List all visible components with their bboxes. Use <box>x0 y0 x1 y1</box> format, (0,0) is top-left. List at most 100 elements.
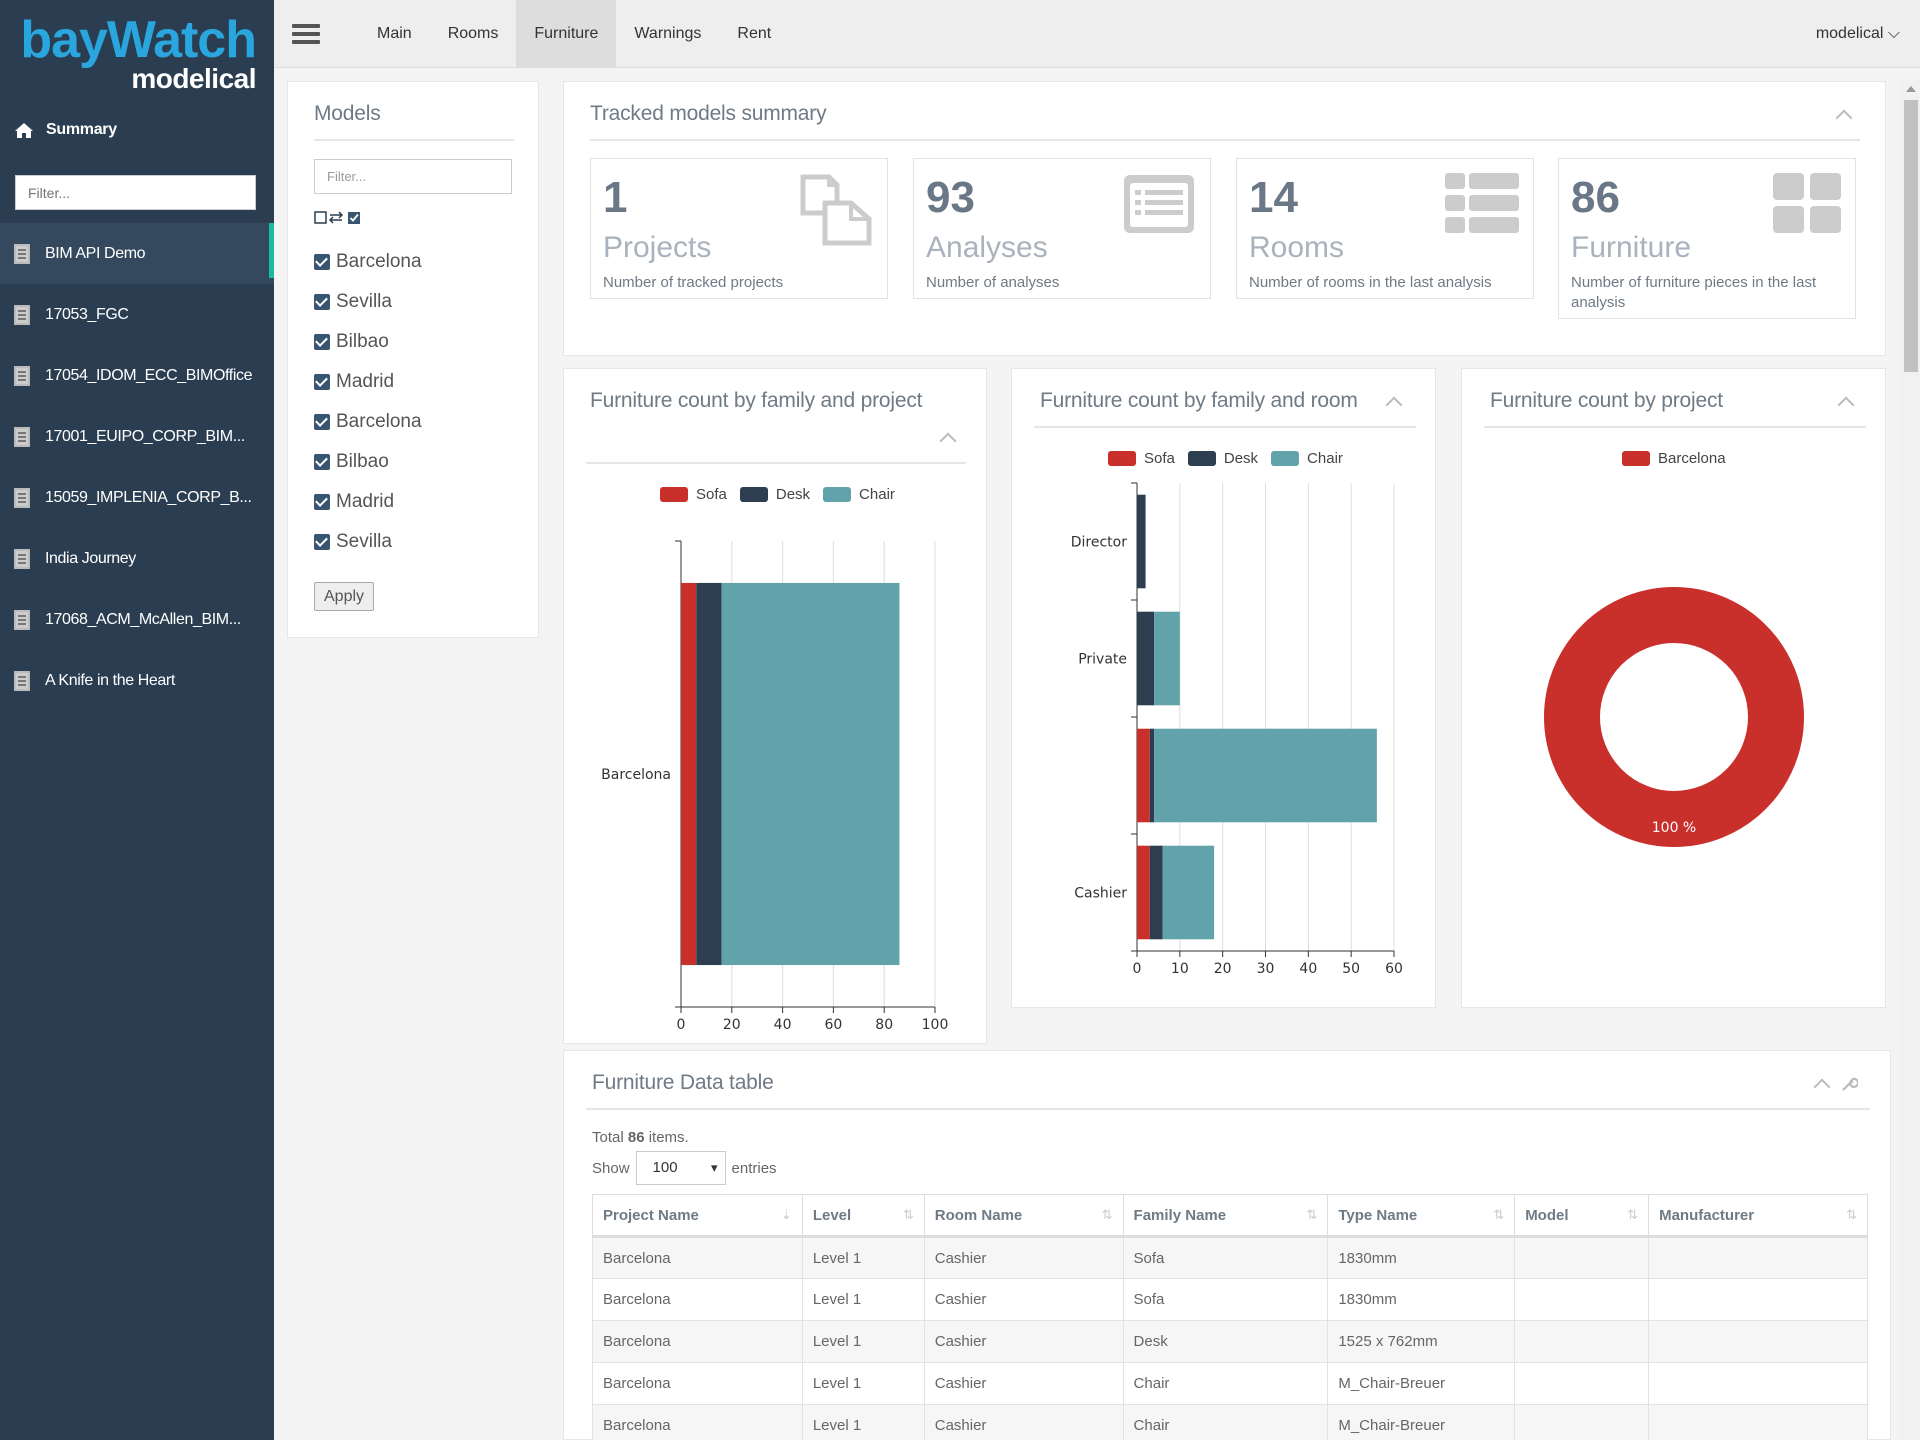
bar-sofa[interactable] <box>1137 728 1150 823</box>
model-checkbox-item[interactable]: Barcelona <box>314 402 422 442</box>
bar-desk[interactable] <box>1149 728 1155 823</box>
legend-item[interactable]: Chair <box>823 486 895 503</box>
sidebar-item-project[interactable]: A Knife in the Heart <box>0 650 274 711</box>
model-checkbox-item[interactable]: Sevilla <box>314 282 422 322</box>
sidebar-summary-link[interactable]: Summary <box>14 116 117 144</box>
sidebar-item-project[interactable]: 17001_EUIPO_CORP_BIM... <box>0 406 274 467</box>
model-checkbox-item[interactable]: Madrid <box>314 362 422 402</box>
table-row[interactable]: Barcelona Level 1 Cashier Sofa 1830mm <box>592 1236 1868 1279</box>
model-checkbox-item[interactable]: Bilbao <box>314 442 422 482</box>
summary-panel: Tracked models summary 1 Projects Number o… <box>563 81 1886 356</box>
column-header[interactable]: Project Name ⇣ <box>592 1194 803 1238</box>
building-icon <box>14 243 30 264</box>
sidebar-item-project[interactable]: 17053_FGC <box>0 284 274 345</box>
bar-sofa[interactable] <box>681 582 697 966</box>
sort-icon[interactable]: ⇅ <box>1846 1207 1857 1222</box>
bar-desk[interactable] <box>1137 611 1155 706</box>
collapse-chevron-icon[interactable] <box>939 432 957 450</box>
sort-icon[interactable]: ⇅ <box>1101 1207 1113 1222</box>
model-label: Madrid <box>336 491 395 512</box>
menu-toggle-icon[interactable] <box>292 24 320 44</box>
legend-item[interactable]: Desk <box>1187 450 1258 467</box>
table-row[interactable]: Barcelona Level 1 Cashier Chair M_Chair-Breu… <box>592 1404 1868 1440</box>
collapse-chevron-icon[interactable] <box>1813 1078 1831 1096</box>
bar-desk[interactable] <box>1149 845 1163 940</box>
column-header[interactable]: Model ⇅ <box>1514 1194 1650 1238</box>
home-icon <box>15 122 33 138</box>
column-header[interactable]: Room Name ⇅ <box>923 1194 1124 1238</box>
app-logo[interactable]: bayWatch modelical <box>0 0 274 100</box>
wrench-icon[interactable] <box>1840 1075 1858 1093</box>
scrollbar-thumb[interactable] <box>1904 100 1918 372</box>
checkbox-checked-icon[interactable] <box>314 534 330 550</box>
model-checkbox-item[interactable]: Sevilla <box>314 522 422 562</box>
sidebar-item-label: 17001_EUIPO_CORP_BIM... <box>45 427 245 445</box>
select-toggle[interactable] <box>314 210 364 227</box>
apply-button[interactable]: Apply <box>314 582 375 611</box>
sidebar-item-project[interactable]: 17054_IDOM_ECC_BIMOffice <box>0 345 274 406</box>
collapse-chevron-icon[interactable] <box>1835 109 1853 127</box>
bar-chair[interactable] <box>1162 845 1215 940</box>
toggle-selection-icon <box>314 211 360 224</box>
checkbox-checked-icon[interactable] <box>314 334 330 350</box>
collapse-chevron-icon[interactable] <box>1385 396 1403 414</box>
checkbox-checked-icon[interactable] <box>314 254 330 270</box>
sidebar-summary-label: Summary <box>46 121 117 138</box>
legend-item[interactable]: Sofa <box>660 486 727 503</box>
model-checkbox-item[interactable]: Bilbao <box>314 322 422 362</box>
bar-chair[interactable] <box>1154 611 1180 706</box>
table-row[interactable]: Barcelona Level 1 Cashier Desk 1525 x 762mm <box>592 1320 1868 1363</box>
logo-text-secondary: modelical <box>131 63 256 94</box>
top-navbar: Main Rooms Furniture Warnings Rent modelical… <box>274 0 1920 68</box>
column-header[interactable]: Family Name ⇅ <box>1122 1194 1329 1238</box>
bar-desk[interactable] <box>1137 494 1146 589</box>
nav-tab-warnings[interactable]: Warnings <box>634 25 702 42</box>
checkbox-checked-icon[interactable] <box>314 294 330 310</box>
bar-sofa[interactable] <box>1137 845 1150 940</box>
bar-chair[interactable] <box>1154 728 1377 823</box>
sort-icon[interactable]: ⇅ <box>1627 1207 1639 1222</box>
sort-icon[interactable]: ⇅ <box>902 1207 914 1222</box>
model-checkbox-item[interactable]: Barcelona <box>314 242 422 282</box>
sidebar-item-project[interactable]: BIM API Demo <box>0 223 274 284</box>
sort-asc-icon[interactable]: ⇣ <box>780 1207 792 1222</box>
sidebar-item-project[interactable]: 17068_ACM_McAllen_BIM... <box>0 589 274 650</box>
collapse-chevron-icon[interactable] <box>1837 396 1855 414</box>
x-tick-label: 40 <box>774 1017 792 1033</box>
table-row[interactable]: Barcelona Level 1 Cashier Sofa 1830mm <box>592 1278 1868 1321</box>
pie-slice[interactable] <box>1544 587 1804 847</box>
table-row[interactable]: Barcelona Level 1 Cashier Chair M_Chair-Breu… <box>592 1362 1868 1405</box>
column-header[interactable]: Type Name ⇅ <box>1327 1194 1516 1238</box>
table-cell <box>1648 1362 1868 1405</box>
legend-item[interactable]: Sofa <box>1108 450 1175 467</box>
checkbox-checked-icon[interactable] <box>314 494 330 510</box>
legend-item[interactable]: Desk <box>739 486 810 503</box>
checkbox-checked-icon[interactable] <box>314 414 330 430</box>
page-scrollbar[interactable] <box>1900 80 1920 1440</box>
sidebar-filter-input[interactable] <box>15 175 256 210</box>
summary-card-analyses: 93 Analyses Number of analyses <box>913 158 1211 299</box>
legend-item[interactable]: Chair <box>1271 450 1343 467</box>
column-header[interactable]: Manufacturer ⇅ <box>1648 1194 1868 1238</box>
model-checkbox-item[interactable]: Madrid <box>314 482 422 522</box>
nav-tab-rooms[interactable]: Rooms <box>447 25 499 42</box>
sidebar-item-project[interactable]: India Journey <box>0 528 274 589</box>
legend-item[interactable]: Barcelona <box>1622 450 1726 467</box>
nav-tab-furniture[interactable]: Furniture <box>516 0 617 68</box>
bar-chair[interactable] <box>721 582 900 966</box>
sidebar-item-project[interactable]: 15059_IMPLENIA_CORP_B... <box>0 467 274 528</box>
page-size-select[interactable]: 100 <box>635 1151 726 1185</box>
user-menu[interactable]: modelical ⌵ <box>1815 25 1900 42</box>
column-header[interactable]: Level ⇅ <box>801 1194 925 1238</box>
checkbox-checked-icon[interactable] <box>314 374 330 390</box>
nav-tab-rent[interactable]: Rent <box>737 25 772 42</box>
checkbox-checked-icon[interactable] <box>314 454 330 470</box>
nav-tab-main[interactable]: Main <box>377 25 412 42</box>
sort-icon[interactable]: ⇅ <box>1493 1207 1505 1222</box>
table-cell <box>1514 1320 1650 1363</box>
sort-icon[interactable]: ⇅ <box>1306 1207 1318 1222</box>
chart-family-room-panel: Furniture count by family and room Sofa D… <box>1011 368 1436 1008</box>
models-filter-input[interactable]: Filter... <box>314 159 512 194</box>
bar-desk[interactable] <box>696 582 722 966</box>
model-label: Barcelona <box>336 411 422 432</box>
